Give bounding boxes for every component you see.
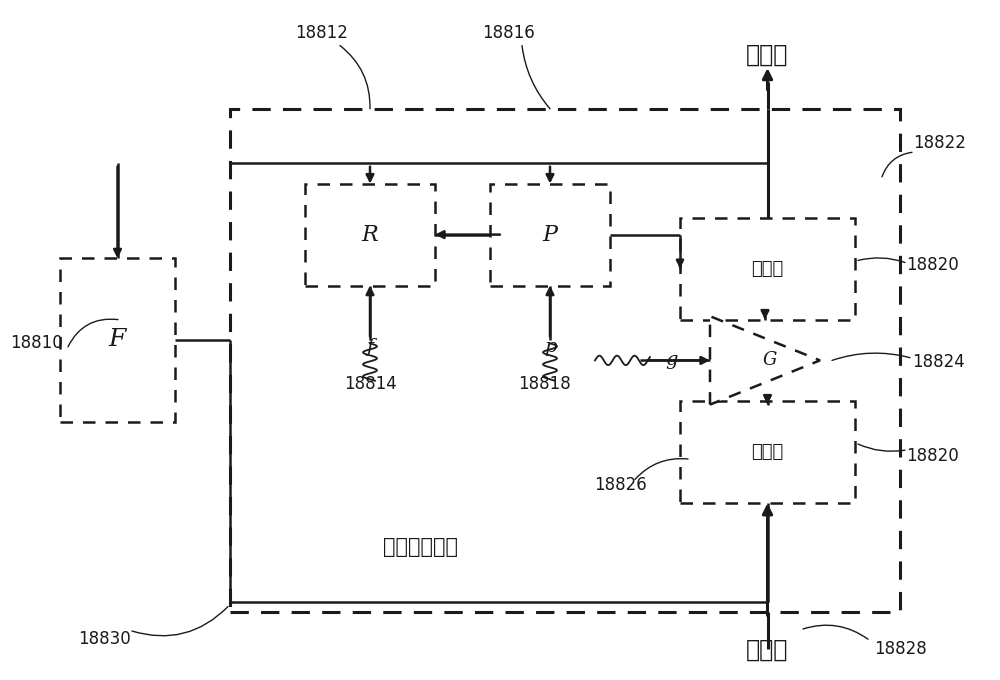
Text: 18814: 18814 — [344, 375, 396, 393]
Text: G: G — [763, 352, 777, 369]
Text: 18826: 18826 — [594, 476, 646, 494]
Bar — [490, 184, 610, 286]
Polygon shape — [710, 316, 820, 405]
Text: F: F — [109, 328, 126, 352]
Text: f: f — [366, 338, 374, 356]
Text: 信号入: 信号入 — [746, 637, 788, 662]
Text: 18824: 18824 — [912, 353, 964, 371]
Bar — [680, 401, 855, 503]
Text: 耦合器: 耦合器 — [751, 260, 784, 277]
Bar — [60, 258, 175, 422]
Text: 18818: 18818 — [519, 375, 571, 393]
Text: 18830: 18830 — [79, 630, 131, 648]
Text: P: P — [542, 224, 558, 245]
Bar — [230, 109, 900, 612]
Text: 信号出: 信号出 — [746, 42, 788, 67]
Text: 18822: 18822 — [914, 134, 966, 152]
Bar — [680, 218, 855, 320]
Text: 18820: 18820 — [906, 256, 958, 274]
Text: 芯片集成电路: 芯片集成电路 — [382, 537, 458, 558]
Text: g: g — [666, 352, 678, 369]
Text: 18810: 18810 — [11, 335, 63, 352]
Text: p: p — [544, 338, 556, 356]
Text: 18816: 18816 — [482, 24, 534, 41]
Bar — [305, 184, 435, 286]
Text: 耦合器: 耦合器 — [751, 443, 784, 461]
Text: 18820: 18820 — [906, 447, 958, 464]
Text: R: R — [362, 224, 378, 245]
Text: 18812: 18812 — [296, 24, 348, 41]
Text: 18828: 18828 — [874, 641, 926, 658]
